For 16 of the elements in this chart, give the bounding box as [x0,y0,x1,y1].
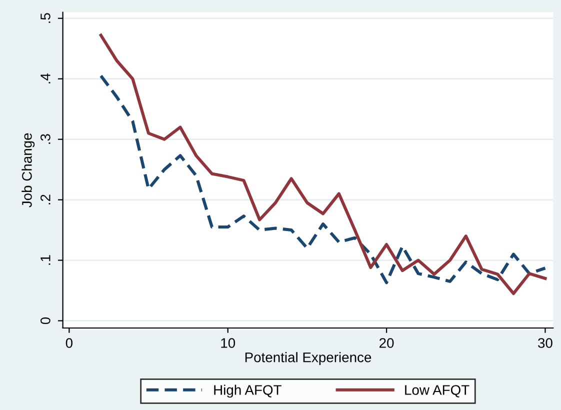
y-tick-label: .5 [40,13,50,23]
y-tick-label: .2 [40,194,50,204]
x-tick-label: 10 [221,338,236,348]
line-series [99,34,547,296]
y-axis-title: Job Change [22,133,35,208]
x-tick-label: 20 [380,338,394,348]
y-tick-label: 0 [40,317,50,324]
y-tick-label: .1 [40,255,50,265]
x-axis-title: Potential Experience [245,352,372,366]
x-tick-label: 0 [66,338,72,348]
line-series [99,74,547,284]
y-tick-label: .4 [40,73,50,84]
legend-label: Low AFQT [405,385,470,398]
y-tick-label: .3 [40,134,50,144]
x-tick-label: 30 [538,338,552,348]
legend-label: High AFQT [214,384,282,398]
